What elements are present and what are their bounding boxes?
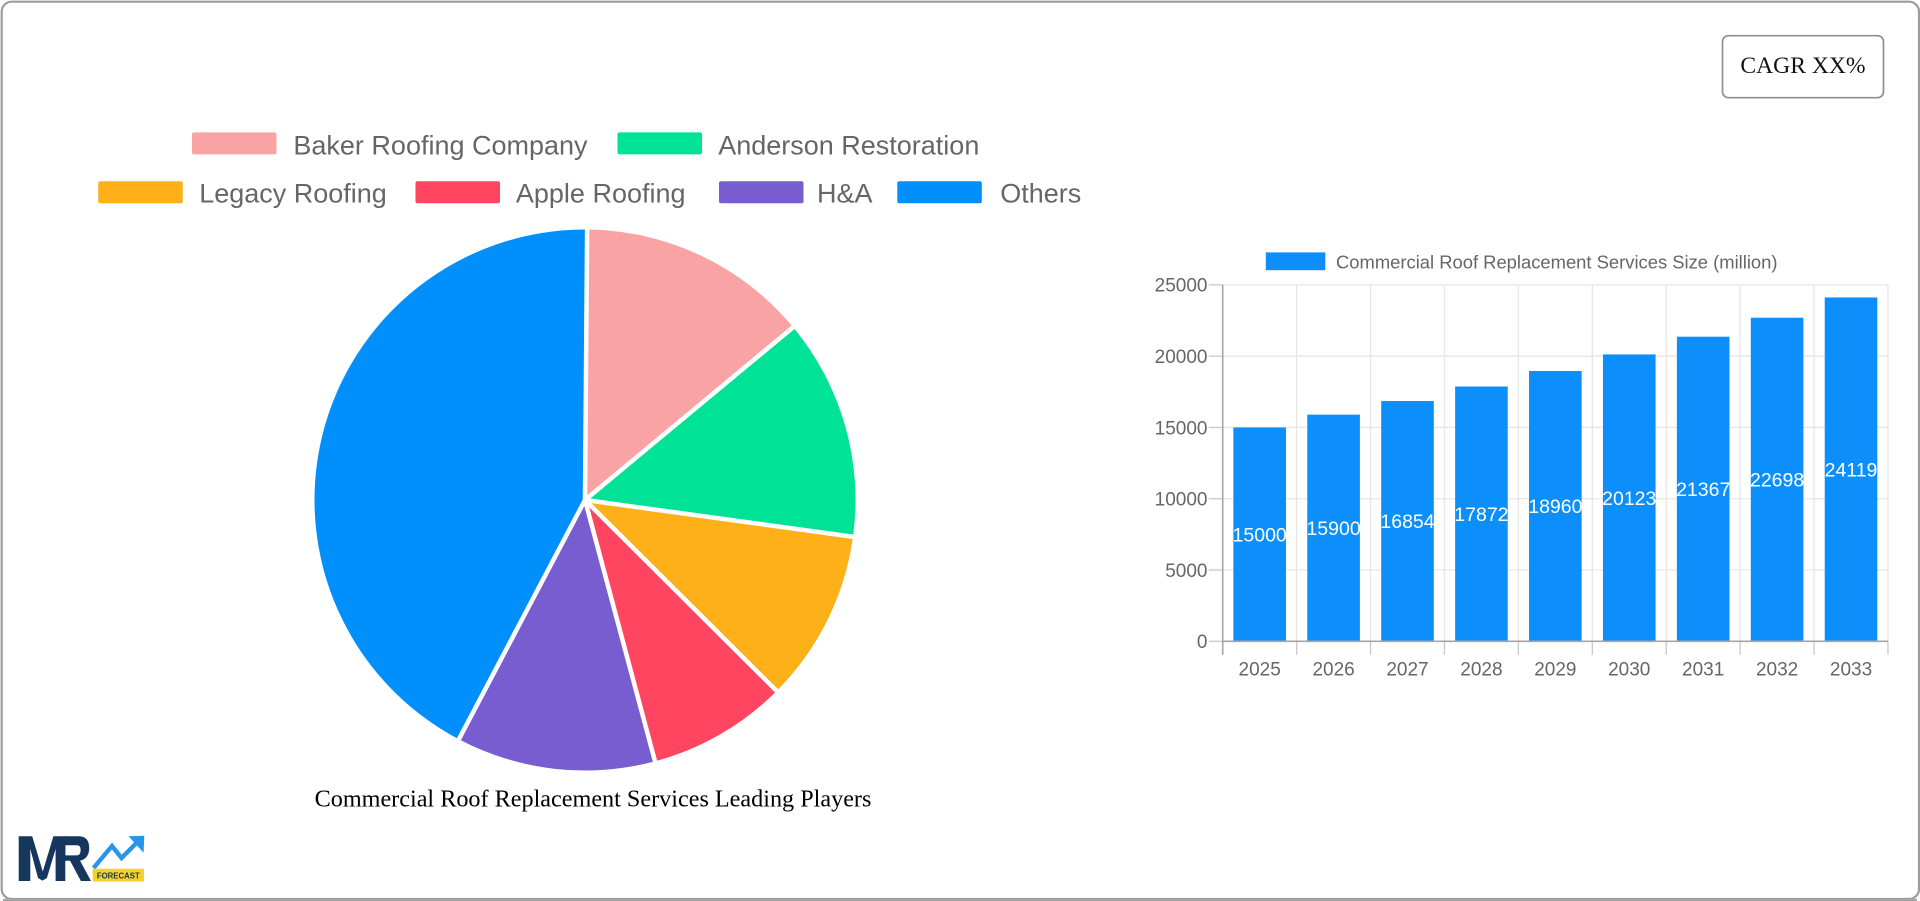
- svg-text:2025: 2025: [1239, 660, 1281, 681]
- svg-text:16854: 16854: [1380, 511, 1434, 533]
- svg-text:0: 0: [1197, 632, 1208, 653]
- svg-text:5000: 5000: [1165, 561, 1207, 582]
- svg-text:Legacy Roofing: Legacy Roofing: [199, 178, 387, 208]
- svg-text:15000: 15000: [1233, 524, 1287, 546]
- svg-text:15900: 15900: [1306, 518, 1360, 540]
- svg-text:15000: 15000: [1155, 418, 1208, 439]
- svg-text:2027: 2027: [1386, 660, 1428, 681]
- svg-text:2028: 2028: [1460, 660, 1502, 681]
- svg-text:2030: 2030: [1608, 660, 1650, 681]
- svg-text:H&A: H&A: [817, 178, 873, 208]
- svg-text:2029: 2029: [1534, 660, 1576, 681]
- svg-text:Apple Roofing: Apple Roofing: [516, 178, 686, 208]
- svg-text:2026: 2026: [1312, 660, 1354, 681]
- svg-text:2032: 2032: [1756, 660, 1798, 681]
- svg-text:18960: 18960: [1528, 496, 1582, 518]
- svg-text:2031: 2031: [1682, 660, 1724, 681]
- svg-text:Baker Roofing Company: Baker Roofing Company: [293, 130, 588, 160]
- svg-text:10000: 10000: [1155, 490, 1208, 511]
- svg-text:24119: 24119: [1825, 459, 1878, 481]
- svg-text:CAGR XX%: CAGR XX%: [1740, 53, 1865, 79]
- svg-text:Others: Others: [1000, 178, 1081, 208]
- svg-text:22698: 22698: [1750, 470, 1804, 492]
- svg-text:FORECAST: FORECAST: [97, 872, 140, 881]
- svg-text:17872: 17872: [1454, 504, 1508, 526]
- svg-text:20000: 20000: [1155, 347, 1208, 368]
- svg-text:Commercial Roof Replacement Se: Commercial Roof Replacement Services Lea…: [315, 786, 872, 813]
- svg-text:21367: 21367: [1676, 479, 1730, 501]
- svg-text:Anderson Restoration: Anderson Restoration: [718, 130, 979, 160]
- svg-text:Commercial Roof Replacement Se: Commercial Roof Replacement Services Siz…: [1336, 252, 1778, 273]
- svg-text:2033: 2033: [1830, 660, 1872, 681]
- svg-text:25000: 25000: [1155, 276, 1208, 297]
- svg-text:20123: 20123: [1602, 488, 1656, 510]
